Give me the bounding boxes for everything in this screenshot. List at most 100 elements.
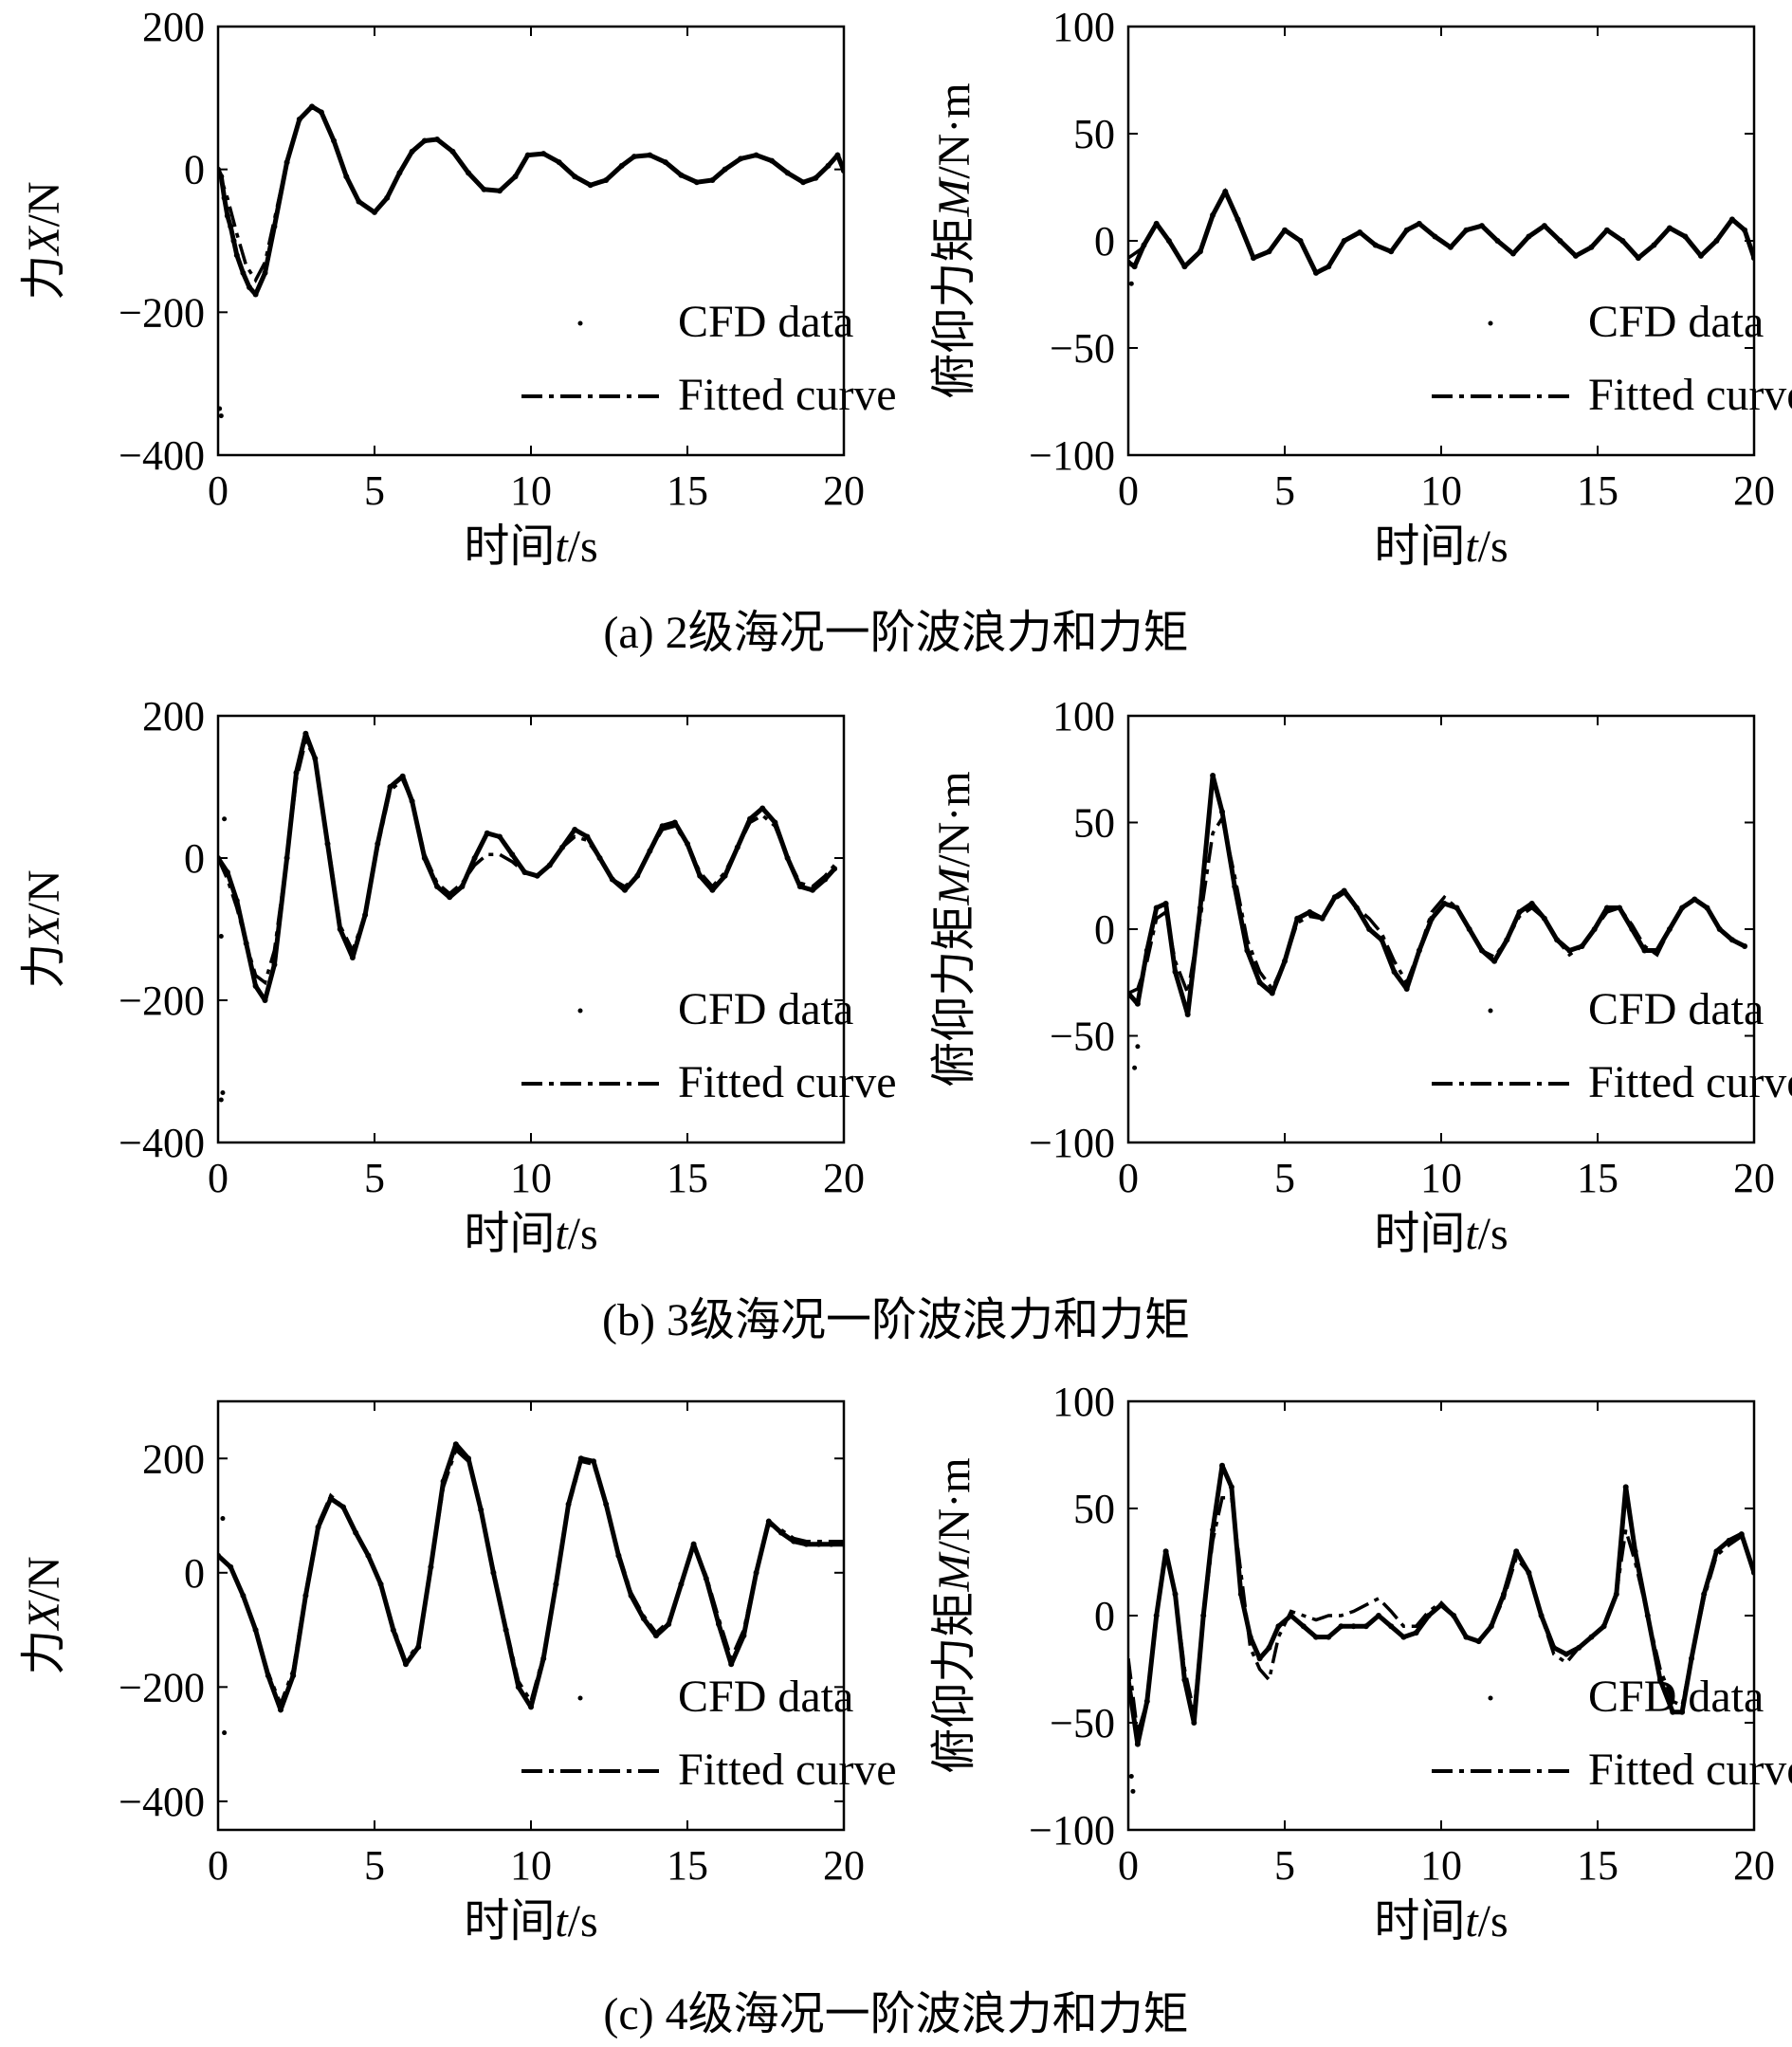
y-tick-label: 50 bbox=[1073, 800, 1115, 847]
y-axis-label: 俯仰力矩M/N·m bbox=[929, 1457, 979, 1773]
cfd-point bbox=[471, 855, 478, 861]
chart-c-force: 0 5 10 15 20 −400 −200 0 200 时间t/s 力X/N CFD data Fit… bbox=[19, 1399, 897, 1946]
legend-fit-label: Fitted curve bbox=[1588, 1745, 1792, 1795]
cfd-point bbox=[390, 1627, 396, 1634]
cfd-point bbox=[1244, 947, 1251, 954]
cfd-point bbox=[278, 1707, 283, 1713]
cfd-point bbox=[1670, 1709, 1676, 1715]
cfd-outlier-point bbox=[220, 1090, 226, 1095]
y-tick-label: 0 bbox=[184, 835, 205, 882]
caption-c: (c) 4级海况一阶波浪力和力矩 bbox=[603, 1989, 1188, 2039]
cfd-point bbox=[1331, 894, 1338, 901]
cfd-point bbox=[1219, 1462, 1225, 1469]
cfd-point bbox=[1266, 1644, 1272, 1651]
cfd-point bbox=[1403, 986, 1410, 992]
series-fitted-curve bbox=[218, 736, 836, 986]
legend-cfd-marker bbox=[577, 320, 583, 326]
cfd-point bbox=[399, 773, 406, 779]
y-axis-label: 力X/N bbox=[19, 1556, 69, 1674]
cfd-point bbox=[349, 955, 356, 960]
cfd-point bbox=[228, 223, 234, 229]
y-tick-label: 0 bbox=[1094, 1593, 1115, 1639]
cfd-point bbox=[293, 770, 300, 776]
y-tick-label: −50 bbox=[1050, 1014, 1115, 1060]
series-fitted-curve bbox=[218, 104, 844, 283]
cfd-point bbox=[1528, 901, 1535, 906]
x-tick-label: 5 bbox=[1274, 1842, 1295, 1889]
x-tick-label: 10 bbox=[510, 467, 552, 514]
cfd-point bbox=[584, 833, 591, 840]
cfd-point bbox=[1400, 1634, 1407, 1640]
cfd-point bbox=[1307, 909, 1313, 915]
y-axis-label: 俯仰力矩M/N·m bbox=[929, 771, 979, 1087]
x-tick-label: 5 bbox=[364, 1155, 385, 1201]
cfd-point bbox=[666, 1621, 672, 1628]
cfd-point bbox=[1134, 1741, 1141, 1747]
cfd-point bbox=[709, 886, 716, 893]
y-tick-label: 200 bbox=[142, 693, 205, 740]
cfd-point bbox=[1210, 1526, 1216, 1533]
legend-fit-label: Fitted curve bbox=[1588, 370, 1792, 420]
cfd-point bbox=[591, 1458, 596, 1465]
cfd-point bbox=[1162, 901, 1169, 906]
y-tick-label: 100 bbox=[1052, 693, 1115, 740]
x-tick-label: 20 bbox=[1733, 1155, 1775, 1201]
cfd-point bbox=[262, 997, 268, 1003]
legend: CFD data Fitted curve bbox=[1432, 984, 1792, 1107]
cfd-point bbox=[509, 851, 516, 858]
cfd-point bbox=[230, 238, 237, 244]
cfd-point bbox=[1622, 1484, 1629, 1490]
cfd-point bbox=[1134, 1000, 1141, 1007]
series-cfd-data bbox=[1128, 189, 1754, 276]
y-tick-label: 100 bbox=[1052, 4, 1115, 50]
cfd-point bbox=[1184, 1012, 1191, 1017]
legend-fit-label: Fitted curve bbox=[1588, 1057, 1792, 1107]
legend-cfd-label: CFD data bbox=[678, 1672, 853, 1722]
cfd-point bbox=[1269, 990, 1275, 996]
caption-a: (a) 2级海况一阶波浪力和力矩 bbox=[603, 608, 1188, 658]
x-tick-label: 20 bbox=[823, 1842, 865, 1889]
x-tick-label: 15 bbox=[667, 1155, 708, 1201]
x-axis-label: 时间t/s bbox=[1374, 1896, 1508, 1946]
caption-b: (b) 3级海况一阶波浪力和力矩 bbox=[602, 1295, 1190, 1345]
legend: CFD data Fitted curve bbox=[1432, 1672, 1792, 1795]
y-tick-label: −200 bbox=[119, 978, 205, 1024]
cfd-point bbox=[1326, 1634, 1332, 1640]
cfd-point bbox=[1516, 909, 1523, 915]
y-tick-label: 0 bbox=[184, 1550, 205, 1597]
cfd-point bbox=[1191, 1720, 1198, 1726]
x-tick-label: 5 bbox=[1274, 467, 1295, 514]
chart-c-moment: 0 5 10 15 20 −100 −50 0 50 100 时间t/s 俯仰力矩M/N·m CFD d… bbox=[929, 1379, 1792, 1946]
cfd-point bbox=[1362, 1623, 1369, 1630]
y-tick-label: −400 bbox=[119, 432, 205, 479]
cfd-point bbox=[252, 983, 259, 989]
x-tick-label: 5 bbox=[364, 1842, 385, 1889]
cfd-point bbox=[759, 805, 766, 812]
legend-cfd-label: CFD data bbox=[1588, 984, 1764, 1034]
legend-cfd-marker bbox=[1488, 1695, 1493, 1701]
cfd-outlier-point bbox=[218, 1097, 224, 1103]
cfd-point bbox=[1282, 958, 1288, 964]
x-tick-label: 15 bbox=[1577, 467, 1618, 514]
cfd-point bbox=[1256, 979, 1263, 986]
cfd-point bbox=[1742, 943, 1748, 949]
y-axis-label: 力X/N bbox=[19, 181, 69, 300]
cfd-point bbox=[1679, 1709, 1686, 1715]
cfd-point bbox=[353, 1529, 359, 1536]
legend-cfd-label: CFD data bbox=[678, 984, 853, 1034]
y-tick-label: 100 bbox=[1052, 1379, 1115, 1425]
cfd-point bbox=[452, 1441, 459, 1448]
legend-cfd-marker bbox=[1488, 320, 1493, 326]
x-tick-label: 10 bbox=[510, 1842, 552, 1889]
cfd-point bbox=[810, 886, 815, 893]
cfd-outlier-point bbox=[1132, 1065, 1138, 1070]
y-tick-label: 50 bbox=[1073, 111, 1115, 157]
cfd-point bbox=[1713, 1548, 1720, 1555]
cfd-outlier-point bbox=[218, 934, 224, 939]
cfd-point bbox=[1713, 238, 1720, 244]
x-axis-label: 时间t/s bbox=[464, 521, 597, 572]
legend: CFD data Fitted curve bbox=[521, 1672, 897, 1795]
x-axis-label: 时间t/s bbox=[464, 1896, 597, 1946]
legend-cfd-label: CFD data bbox=[678, 297, 853, 347]
x-tick-label: 15 bbox=[667, 467, 708, 514]
